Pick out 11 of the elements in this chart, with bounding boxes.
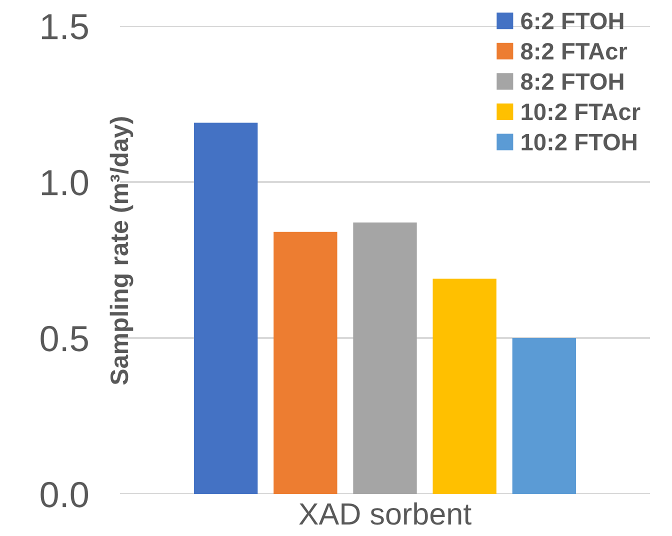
- x-axis-title: XAD sorbent: [299, 502, 472, 525]
- y-tick-label: 0.5: [40, 326, 88, 352]
- y-tick-label: 1.0: [42, 170, 88, 196]
- legend-label: 8:2 FTAcr: [521, 42, 628, 60]
- y-tick-label: 0.0: [40, 482, 88, 508]
- y-tick-label: 1.5: [42, 14, 88, 40]
- legend-label: 10:2 FTOH: [522, 134, 636, 150]
- legend-label: 8:2 FTOH: [521, 73, 624, 90]
- y-axis-title: Sampling rate (m³/day): [110, 117, 134, 385]
- legend-label: 10:2 FTAcr: [522, 103, 640, 120]
- legend-label: 6:2 FTOH: [521, 12, 624, 30]
